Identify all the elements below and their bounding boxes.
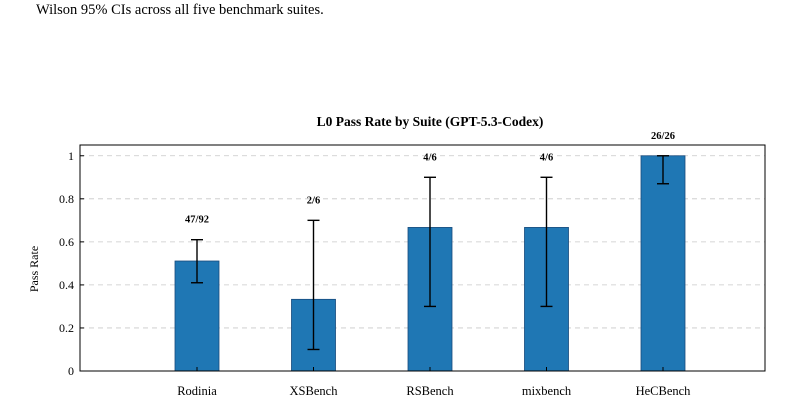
x-tick-label-xsbench: XSBench — [290, 384, 339, 398]
figure-caption: Wilson 95% CIs across all five benchmark… — [36, 2, 324, 18]
x-tick-label-rsbench: RSBench — [406, 384, 454, 398]
error-bar-xsbench — [307, 219, 320, 351]
axes — [79, 144, 766, 372]
ticks: 0 0.2 0.4 0.6 0.8 1 Rodinia XSBench RSBench mixbe… — [59, 149, 691, 398]
error-bar-mixbench — [540, 176, 553, 308]
y-tick-label-5: 1 — [68, 149, 74, 163]
data-label-mixbench: 4/6 — [540, 152, 553, 163]
error-bar-rodinia — [191, 239, 203, 284]
x-tick-label-mixbench: mixbench — [522, 384, 572, 398]
data-label-hecbench: 26/26 — [651, 131, 675, 142]
bar-hecbench — [640, 155, 686, 372]
chart-title: L0 Pass Rate by Suite (GPT-5.3-Codex) — [317, 114, 544, 129]
data-label-rodinia: 47/92 — [185, 215, 209, 226]
error-bar-hecbench — [657, 155, 669, 185]
data-label-rsbench: 4/6 — [423, 152, 436, 163]
data-labels: 47/92 2/6 4/6 4/6 26/26 — [185, 131, 675, 226]
y-tick-label-4: 0.8 — [59, 192, 74, 206]
x-tick-label-hecbench: HeCBench — [636, 384, 692, 398]
x-tick-label-rodinia: Rodinia — [177, 384, 217, 398]
bars — [174, 155, 686, 372]
y-tick-label-0: 0 — [68, 364, 74, 378]
error-bar-rsbench — [424, 176, 436, 308]
plot-frame — [79, 144, 766, 372]
data-label-xsbench: 2/6 — [307, 195, 320, 206]
error-bars — [191, 155, 669, 351]
y-tick-label-2: 0.4 — [59, 278, 74, 292]
y-axis-label: Pass Rate — [27, 246, 41, 292]
y-tick-label-3: 0.6 — [59, 235, 74, 249]
y-tick-label-1: 0.2 — [59, 321, 74, 335]
